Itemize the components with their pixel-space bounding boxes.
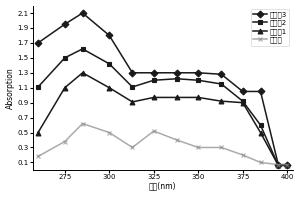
X-axis label: 波长(nm): 波长(nm) [149,181,176,190]
Legend: 实施例3, 实施例2, 实施例1, 对比例: 实施例3, 实施例2, 实施例1, 对比例 [251,9,289,46]
Y-axis label: Absorption: Absorption [6,67,15,109]
